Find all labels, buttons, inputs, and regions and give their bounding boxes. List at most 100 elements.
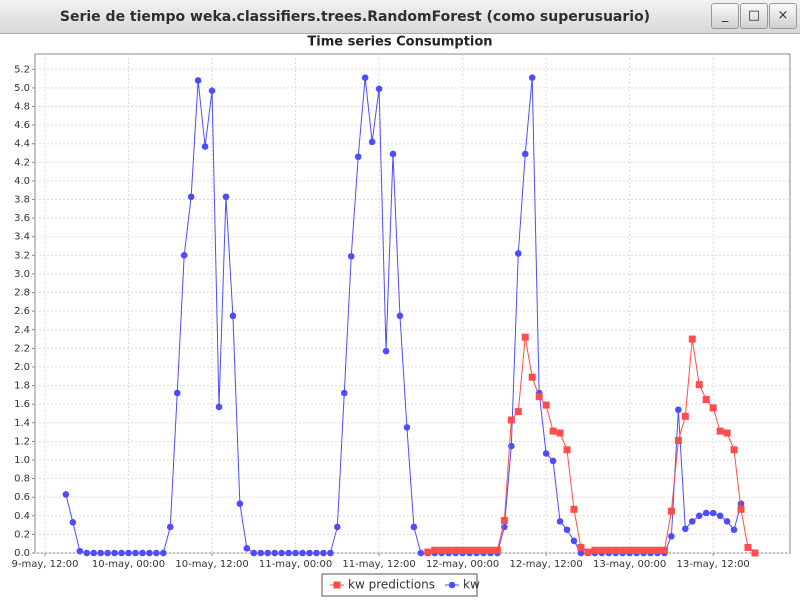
point-marker [542,450,550,457]
point-marker [479,546,487,554]
point-marker [403,424,411,431]
point-marker [222,193,230,201]
point-marker [166,523,174,531]
point-marker [243,545,251,552]
legend: kw predictions kw [321,573,480,597]
point-marker [201,143,209,150]
point-marker [744,543,752,551]
point-marker [570,505,578,513]
point-marker [549,457,557,465]
y-tick-label: 2.2 [14,343,30,354]
point-marker [347,252,355,260]
point-marker [730,446,738,454]
point-marker [619,546,627,554]
y-tick-label: 1.4 [14,418,30,429]
y-tick-label: 2.6 [14,306,30,317]
minimize-button[interactable]: _ [711,3,739,29]
point-marker [500,516,508,524]
point-marker [250,549,258,557]
close-button[interactable]: × [769,3,797,29]
point-marker [591,546,599,554]
point-marker [716,512,724,520]
point-marker [668,532,675,540]
point-marker [563,446,571,454]
x-tick-label: 11-may, 00:00 [259,559,332,570]
legend-marker [448,581,456,589]
point-marker [584,548,592,556]
y-tick-label: 1.0 [14,455,30,466]
y-tick-label: 5.2 [14,64,30,75]
point-marker [514,408,522,416]
point-marker [299,549,306,557]
point-marker [111,549,118,557]
point-marker [709,404,717,412]
point-marker [626,546,634,554]
point-marker [486,546,494,554]
y-tick-label: 3.8 [14,195,30,206]
point-marker [431,546,439,554]
point-marker [375,85,383,93]
y-tick-label: 0.4 [14,511,30,522]
y-tick-label: 1.6 [14,399,30,410]
point-marker [139,549,146,557]
point-marker [612,546,620,554]
x-tick-label: 13-may, 00:00 [593,559,666,570]
maximize-button[interactable]: □ [740,3,768,29]
point-marker [340,389,348,397]
point-marker [361,74,369,81]
point-marker [647,546,655,554]
point-marker [320,549,327,557]
window-titlebar: Serie de tiempo weka.classifiers.trees.R… [0,0,800,34]
point-marker [160,549,167,557]
point-marker [327,549,334,557]
x-tick-label: 11-may, 12:00 [342,559,415,570]
chart: Time series Consumption 0.0 0.2 0.4 0.6 0.8 1… [12,35,791,597]
point-marker [313,549,320,557]
point-marker [507,416,515,424]
y-tick-label: 4.6 [14,120,30,131]
point-marker [459,546,467,554]
point-marker [605,546,613,554]
point-marker [410,523,418,531]
point-marker [146,549,153,557]
point-marker [549,427,557,435]
point-marker [598,546,606,554]
y-tick-label: 2.4 [14,325,30,336]
point-marker [521,150,529,158]
y-tick-label: 4.2 [14,157,30,168]
point-marker [633,546,641,554]
point-marker [417,549,425,557]
y-tick-label: 0.2 [14,529,30,540]
point-marker [76,547,84,555]
point-marker [674,436,682,444]
legend-label: kw predictions [348,578,435,592]
point-marker [125,549,132,557]
y-tick-label: 1.8 [14,381,30,392]
point-marker [97,549,104,557]
point-marker [271,549,278,557]
y-tick-label: 4.0 [14,176,30,187]
point-marker [563,526,571,534]
y-tick-label: 1.2 [14,436,30,447]
y-tick-label: 3.4 [14,232,30,243]
y-tick-label: 3.6 [14,213,30,224]
plot-area [34,53,791,554]
point-marker [528,74,536,81]
y-tick-label: 0.8 [14,474,30,485]
point-marker [702,509,710,517]
legend-marker [333,581,341,589]
point-marker [278,549,285,557]
y-tick-label: 0.6 [14,492,30,503]
point-marker [354,153,362,161]
point-marker [90,549,98,557]
point-marker [695,512,703,520]
point-marker [236,500,244,508]
y-tick-label: 4.4 [14,139,30,150]
point-marker [104,549,111,557]
point-marker [292,549,299,557]
point-marker [682,525,689,533]
point-marker [556,518,564,525]
point-marker [577,543,585,551]
point-marker [215,403,223,411]
